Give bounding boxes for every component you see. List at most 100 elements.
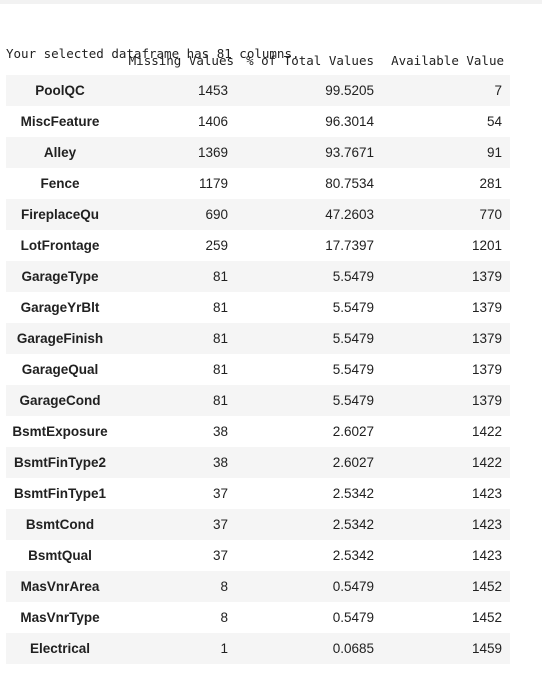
cell-percent-total: 96.3014 [325,114,374,129]
cell-available-value: 281 [479,176,502,191]
cell-percent-total: 5.5479 [332,300,374,315]
header-available-value: Available Value [391,53,504,68]
table-row: MiscFeature 1406 96.3014 54 [6,106,510,137]
cell-percent-total: 2.5342 [332,486,374,501]
table-row: BsmtFinType1 37 2.5342 1423 [6,478,510,509]
cell-percent-total: 2.6027 [332,455,374,470]
row-index-label: Electrical [29,641,91,656]
table-row: GarageQual 81 5.5479 1379 [6,354,510,385]
table-row: GarageYrBlt 81 5.5479 1379 [6,292,510,323]
cell-percent-total: 5.5479 [332,269,374,284]
cell-missing-values: 81 [212,362,228,377]
cell-available-value: 1452 [471,610,502,625]
row-index-label: GarageCond [19,393,101,408]
row-index-label: GarageType [21,269,99,284]
cell-percent-total: 47.2603 [325,207,374,222]
cell-percent-total: 17.7397 [325,238,374,253]
cell-missing-values: 1369 [197,145,228,160]
row-index-label: BsmtFinType2 [13,455,106,470]
table-row: GarageFinish 81 5.5479 1379 [6,323,510,354]
cell-available-value: 1423 [471,486,502,501]
table-row: Fence 1179 80.7534 281 [6,168,510,199]
cell-missing-values: 38 [212,424,228,439]
cell-missing-values: 259 [205,238,228,253]
table-row: BsmtExposure 38 2.6027 1422 [6,416,510,447]
cell-missing-values: 1179 [198,176,228,191]
cell-available-value: 1379 [471,362,502,377]
table-body: PoolQC 1453 99.5205 7 MiscFeature 1406 96.3014… [6,75,510,664]
cell-percent-total: 2.5342 [332,548,374,563]
cell-percent-total: 80.7534 [325,176,374,191]
row-index-label: MiscFeature [20,114,100,129]
cell-missing-values: 37 [212,517,228,532]
row-index-label: GarageFinish [16,331,104,346]
cell-missing-values: 81 [212,300,228,315]
cell-available-value: 1423 [471,517,502,532]
cell-percent-total: 0.5479 [332,579,374,594]
cell-percent-total: 5.5479 [332,362,374,377]
row-index-label: LotFrontage [20,238,100,253]
row-index-label: Fence [40,176,80,191]
row-index-label: BsmtQual [28,548,92,563]
cell-available-value: 1452 [471,579,502,594]
table-row: GarageCond 81 5.5479 1379 [6,385,510,416]
cell-percent-total: 5.5479 [332,393,374,408]
table-row: MasVnrArea 8 0.5479 1452 [6,571,510,602]
table-row: MasVnrType 8 0.5479 1452 [6,602,510,633]
cell-percent-total: 93.7671 [325,145,374,160]
cell-missing-values: 690 [205,207,228,222]
table-row: BsmtFinType2 38 2.6027 1422 [6,447,510,478]
table-header: Missing Values % of Total Values Availab… [6,47,510,75]
cell-missing-values: 1 [220,641,228,656]
header-percent-total: % of Total Values [246,53,374,68]
cell-missing-values: 81 [212,269,228,284]
table-row: LotFrontage 259 17.7397 1201 [6,230,510,261]
table-row: BsmtQual 37 2.5342 1423 [6,540,510,571]
cell-missing-values: 81 [212,393,228,408]
cell-percent-total: 0.0685 [332,641,374,656]
stdout-line-columns: Your selected dataframe has 81 columns. [6,46,300,61]
header-missing-values: Missing Values [128,53,234,68]
row-index-label: GarageYrBlt [20,300,100,315]
cell-available-value: 91 [486,145,502,160]
cell-missing-values: 37 [212,548,228,563]
output-top-strip [0,0,542,4]
cell-percent-total: 5.5479 [332,331,374,346]
cell-available-value: 1459 [471,641,502,656]
row-index-label: BsmtCond [25,517,95,532]
cell-available-value: 1379 [471,300,502,315]
cell-available-value: 770 [479,207,502,222]
row-index-label: BsmtFinType1 [13,486,106,501]
table-row: BsmtCond 37 2.5342 1423 [6,509,510,540]
cell-missing-values: 1453 [197,83,228,98]
cell-available-value: 7 [494,83,502,98]
cell-available-value: 1379 [471,331,502,346]
cell-available-value: 1422 [471,424,502,439]
row-index-label: PoolQC [35,83,85,98]
cell-percent-total: 0.5479 [332,610,374,625]
table-row: PoolQC 1453 99.5205 7 [6,75,510,106]
row-index-label: BsmtExposure [12,424,108,439]
cell-missing-values: 81 [212,331,228,346]
row-index-label: FireplaceQu [20,207,100,222]
cell-missing-values: 8 [220,610,228,625]
row-index-label: MasVnrArea [20,579,100,594]
cell-missing-values: 8 [220,579,228,594]
cell-missing-values: 1406 [197,114,228,129]
cell-percent-total: 99.5205 [325,83,374,98]
cell-percent-total: 2.6027 [332,424,374,439]
cell-available-value: 54 [486,114,502,129]
cell-available-value: 1423 [471,548,502,563]
cell-missing-values: 37 [212,486,228,501]
table-row: FireplaceQu 690 47.2603 770 [6,199,510,230]
row-index-label: GarageQual [21,362,99,377]
row-index-label: Alley [43,145,77,160]
dataframe-table: Missing Values % of Total Values Availab… [6,47,510,664]
cell-percent-total: 2.5342 [332,517,374,532]
cell-missing-values: 38 [212,455,228,470]
cell-available-value: 1422 [471,455,502,470]
cell-available-value: 1201 [471,238,502,253]
table-row: GarageType 81 5.5479 1379 [6,261,510,292]
table-row: Electrical 1 0.0685 1459 [6,633,510,664]
cell-available-value: 1379 [471,269,502,284]
